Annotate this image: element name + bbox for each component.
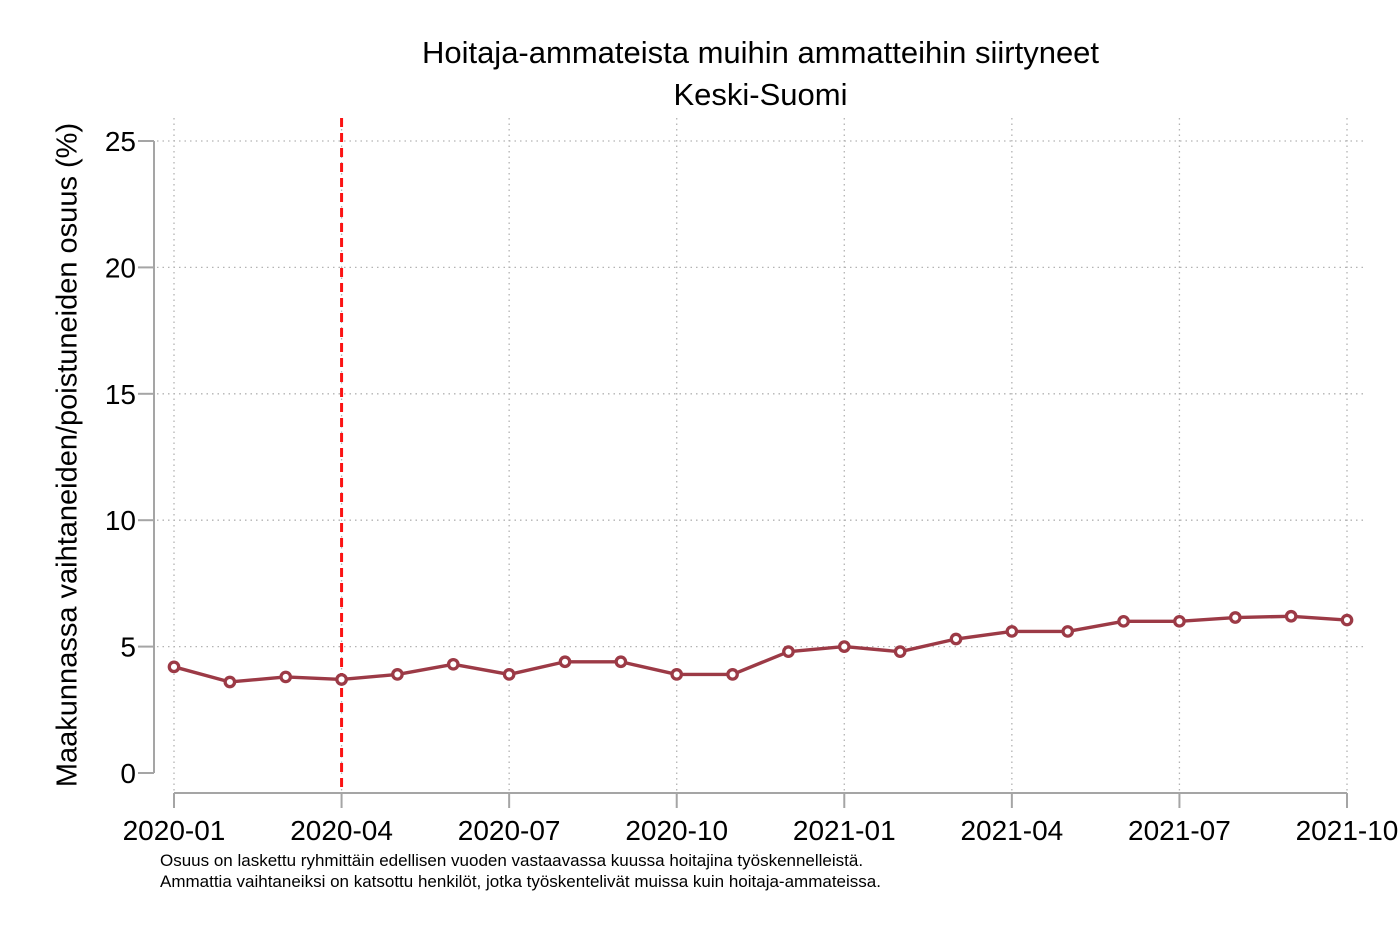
y-tick-label: 15	[105, 379, 136, 410]
footnote-line-2: Ammattia vaihtaneiksi on katsottu henkil…	[160, 872, 881, 891]
data-point-marker	[1340, 613, 1354, 627]
x-tick-label: 2021-10	[1296, 815, 1399, 846]
data-point-marker	[670, 668, 684, 681]
footnote-line-1: Osuus on laskettu ryhmittäin edellisen v…	[160, 851, 864, 870]
x-tick-label: 2020-07	[458, 815, 561, 846]
data-point-marker	[1228, 611, 1242, 624]
y-tick-label: 10	[105, 505, 136, 536]
data-point-marker	[167, 660, 181, 674]
data-point-marker	[782, 645, 795, 659]
data-point-marker	[949, 632, 963, 646]
chart-title: Hoitaja-ammateista muihin ammatteihin si…	[421, 35, 1100, 70]
data-point-marker	[614, 655, 628, 669]
chart-subtitle: Keski-Suomi	[673, 77, 848, 112]
data-point-marker	[1061, 625, 1075, 638]
x-tick-label: 2020-10	[625, 815, 728, 846]
data-point-marker	[335, 673, 348, 686]
data-point-marker	[446, 657, 460, 671]
y-tick-label: 20	[105, 252, 136, 283]
footnotes: Osuus on laskettu ryhmittäin edellisen v…	[160, 850, 881, 892]
y-tick-label: 25	[105, 126, 136, 157]
data-point-marker	[502, 668, 516, 681]
x-tick-label: 2021-04	[960, 815, 1063, 846]
data-line	[173, 614, 1348, 684]
data-point-marker	[279, 670, 293, 684]
x-tick-label: 2021-01	[793, 815, 896, 846]
y-tick-label: 5	[120, 632, 136, 663]
data-point-marker	[726, 668, 739, 681]
data-point-marker	[223, 675, 237, 689]
data-point-marker	[1117, 614, 1130, 628]
x-tick-label: 2020-04	[290, 815, 393, 846]
data-point-marker	[1284, 609, 1298, 623]
x-tick-label: 2020-01	[123, 815, 226, 846]
data-point-marker	[893, 645, 907, 659]
data-point-marker	[558, 655, 572, 669]
y-tick-label: 0	[120, 758, 136, 789]
data-point-marker	[1005, 625, 1019, 638]
data-point-marker	[1173, 614, 1186, 628]
x-tick-label: 2021-07	[1128, 815, 1231, 846]
data-point-marker	[391, 668, 404, 681]
data-point-marker	[837, 640, 851, 653]
